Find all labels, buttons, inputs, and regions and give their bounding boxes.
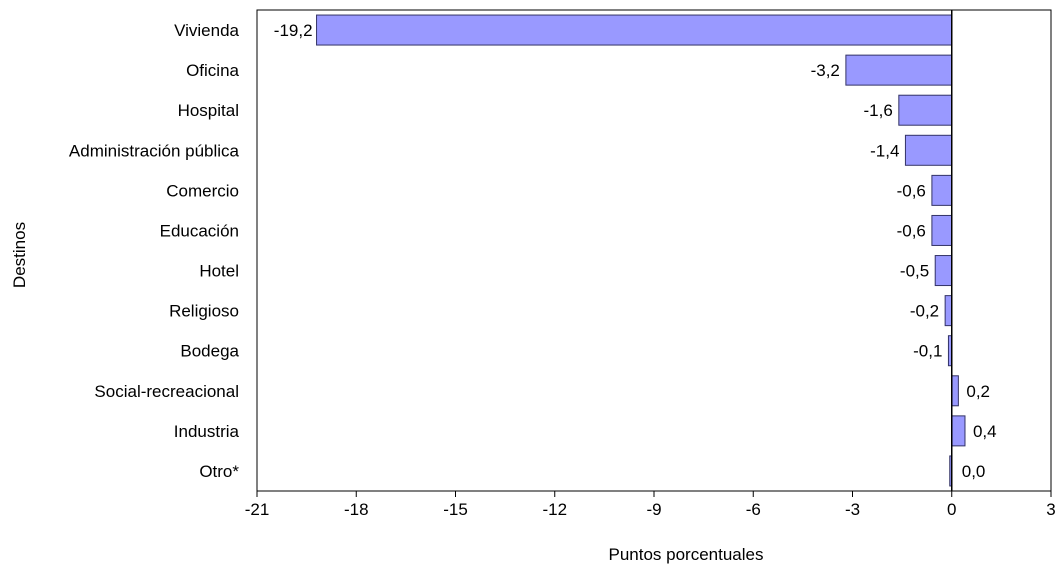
- category-label: Oficina: [186, 61, 239, 80]
- bar: [944, 295, 953, 327]
- y-axis-title: Destinos: [10, 222, 29, 288]
- x-tick-label: -6: [746, 500, 761, 519]
- x-tick-label: 3: [1046, 500, 1055, 519]
- data-label: -0,1: [913, 342, 942, 361]
- x-tick-label: -15: [443, 500, 468, 519]
- data-label: -0,2: [910, 302, 939, 321]
- bar: [931, 174, 953, 206]
- data-label: -1,4: [870, 141, 899, 160]
- bar: [951, 375, 959, 407]
- data-label: 0,2: [966, 382, 990, 401]
- bar: [898, 94, 953, 126]
- x-axis-ticks: -21 -18 -15 -12 -9 -6 -3 0 3: [245, 491, 1056, 519]
- x-tick-label: -3: [845, 500, 860, 519]
- bar: [934, 255, 953, 287]
- x-tick-label: -18: [344, 500, 369, 519]
- category-label: Otro*: [199, 462, 239, 481]
- x-axis-title: Puntos porcentuales: [609, 545, 764, 564]
- category-label: Administración pública: [69, 141, 240, 160]
- category-label: Hospital: [178, 101, 239, 120]
- data-label: -0,6: [897, 221, 926, 240]
- bar: [316, 14, 953, 46]
- bar: [845, 54, 953, 86]
- category-label: Educación: [160, 221, 239, 240]
- data-label: -3,2: [811, 61, 840, 80]
- category-label: Vivienda: [174, 21, 239, 40]
- x-tick-label: 0: [947, 500, 956, 519]
- category-label: Religioso: [169, 302, 239, 321]
- category-label: Hotel: [199, 262, 239, 281]
- data-label: -19,2: [274, 21, 313, 40]
- data-label: -1,6: [864, 101, 893, 120]
- category-labels: Vivienda Oficina Hospital Administración pú…: [69, 21, 240, 481]
- data-label: -0,6: [897, 181, 926, 200]
- bars: [316, 14, 966, 487]
- bar: [951, 415, 966, 447]
- x-tick-label: -9: [646, 500, 661, 519]
- bar: [904, 134, 953, 166]
- data-labels: -19,2 -3,2 -1,6 -1,4 -0,6 -0,6 -0,5 -0,2 -0,1 0,2…: [274, 21, 997, 481]
- category-label: Comercio: [166, 181, 239, 200]
- data-label: -0,5: [900, 262, 929, 281]
- category-label: Industria: [174, 422, 240, 441]
- x-tick-label: -21: [245, 500, 270, 519]
- data-label: 0,4: [973, 422, 997, 441]
- category-label: Social-recreacional: [94, 382, 239, 401]
- x-tick-label: -12: [542, 500, 567, 519]
- category-label: Bodega: [180, 342, 239, 361]
- bar: [931, 214, 953, 246]
- data-label: 0,0: [962, 462, 986, 481]
